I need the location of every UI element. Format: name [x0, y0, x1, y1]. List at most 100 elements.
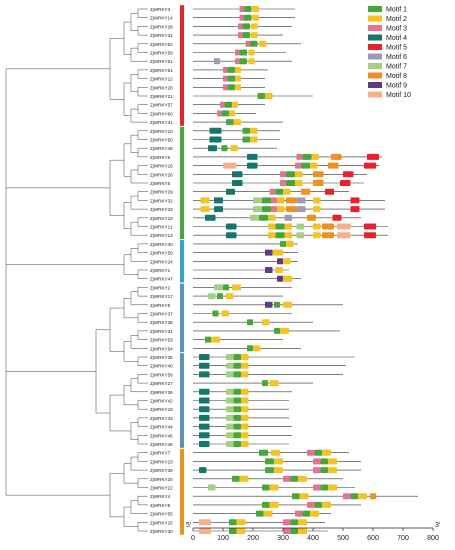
- gene-track: [193, 110, 256, 117]
- motif-box: [230, 145, 238, 152]
- motif-box: [247, 162, 258, 169]
- motif-box: [247, 319, 253, 326]
- gene-track: [193, 127, 280, 134]
- motif-box: [283, 475, 291, 482]
- motif-box: [233, 414, 241, 421]
- motif-box: [269, 188, 276, 195]
- gene-label: ZjWRKY37: [150, 312, 173, 317]
- gene-label: ZjWRKY14: [150, 16, 173, 21]
- motif-box: [200, 197, 210, 204]
- gene-track: [193, 284, 292, 291]
- motif-box: [244, 14, 252, 21]
- motif-box: [283, 301, 292, 308]
- legend-swatch: [368, 53, 382, 60]
- motif-box: [226, 432, 234, 439]
- motif-box: [209, 127, 222, 134]
- gene-track: [193, 145, 277, 152]
- motif-box: [313, 223, 321, 230]
- gene-track: [193, 458, 361, 465]
- motif-box: [226, 232, 237, 239]
- motif-box: [242, 127, 250, 134]
- gene-label: ZjWRKY44: [150, 425, 173, 430]
- motif-box: [313, 232, 321, 239]
- motif-box: [226, 293, 234, 300]
- motif-box: [283, 528, 291, 534]
- motif-box: [298, 475, 307, 482]
- gene-track: [193, 484, 355, 491]
- motif-box: [250, 23, 258, 30]
- motif-box: [286, 171, 295, 178]
- gene-track: [193, 49, 286, 56]
- motif-box: [292, 493, 300, 500]
- gene-track: [193, 58, 292, 65]
- gene-label: ZjWRKY53: [150, 338, 173, 343]
- motif-box: [236, 519, 246, 526]
- motif-box: [314, 449, 322, 456]
- legend-label: Motif 3: [386, 26, 407, 33]
- gene-label: ZjWRKY20: [150, 477, 173, 482]
- gene-label: ZjWRKY41: [150, 120, 173, 125]
- gene-label: ZjWRKY60: [150, 111, 173, 116]
- gene-track: [193, 275, 301, 282]
- motif-box: [262, 319, 270, 326]
- motif-box: [223, 66, 228, 73]
- gene-track: [193, 519, 325, 526]
- motif-box: [241, 354, 249, 360]
- gene-track: [193, 162, 379, 169]
- motif-box: [296, 206, 306, 213]
- gene-label: ZjWRKY35: [150, 355, 173, 360]
- motif-box: [313, 484, 321, 491]
- motif-box: [313, 197, 321, 204]
- gene-label: ZjWRKY33: [150, 207, 173, 212]
- motif-box: [307, 501, 315, 508]
- motif-box: [199, 397, 210, 404]
- motif-box: [229, 110, 235, 117]
- motif-box: [233, 406, 241, 413]
- motif-box: [242, 23, 250, 30]
- gene-label: ZjWRKY46: [150, 442, 173, 447]
- gene-label: ZjWRKY22: [150, 486, 173, 491]
- gene-label: ZjWRKY30: [150, 529, 173, 534]
- motif-box: [370, 493, 376, 500]
- motif-box: [199, 423, 210, 430]
- axis-tick-label: 300: [277, 535, 289, 542]
- motif-box: [350, 206, 360, 213]
- motif-box: [322, 223, 334, 230]
- motif-box: [271, 449, 280, 456]
- legend-swatch: [368, 15, 382, 22]
- gene-label: ZjWRKY12: [150, 77, 173, 82]
- motif-box: [214, 284, 223, 291]
- subgroup-bar: [180, 353, 184, 448]
- gene-label: ZjWRKY4: [150, 494, 171, 499]
- motif-box: [244, 6, 252, 12]
- motif-box: [364, 232, 376, 239]
- gene-label: ZjWRKY27: [150, 381, 173, 386]
- motif-box: [241, 406, 249, 413]
- motif-box: [208, 293, 216, 300]
- gene-label: ZjWRKY17: [150, 294, 173, 299]
- legend-swatch: [368, 72, 382, 79]
- motif-box: [328, 162, 339, 169]
- motif-box: [284, 232, 292, 239]
- motif-box: [236, 528, 246, 534]
- motif-box: [274, 301, 280, 308]
- legend-swatch: [368, 6, 382, 12]
- motif-box: [253, 345, 261, 352]
- motif-box: [314, 501, 322, 508]
- gene-track: [193, 240, 298, 247]
- gene-track: [193, 40, 301, 47]
- motif-box: [313, 467, 321, 474]
- motif-box: [265, 267, 273, 273]
- motif-box: [242, 136, 250, 143]
- motif-box: [217, 110, 222, 117]
- motif-box: [364, 162, 376, 169]
- motif-box: [241, 388, 249, 395]
- legend-label: Motif 1: [386, 7, 407, 14]
- gene-label: ZjWRKY8: [150, 503, 171, 508]
- motif-box: [250, 136, 258, 143]
- axis-tick-label: 500: [337, 535, 349, 542]
- motif-box: [226, 441, 234, 447]
- motif-box: [269, 501, 279, 508]
- motif-box: [233, 397, 241, 404]
- motif-box: [262, 197, 271, 204]
